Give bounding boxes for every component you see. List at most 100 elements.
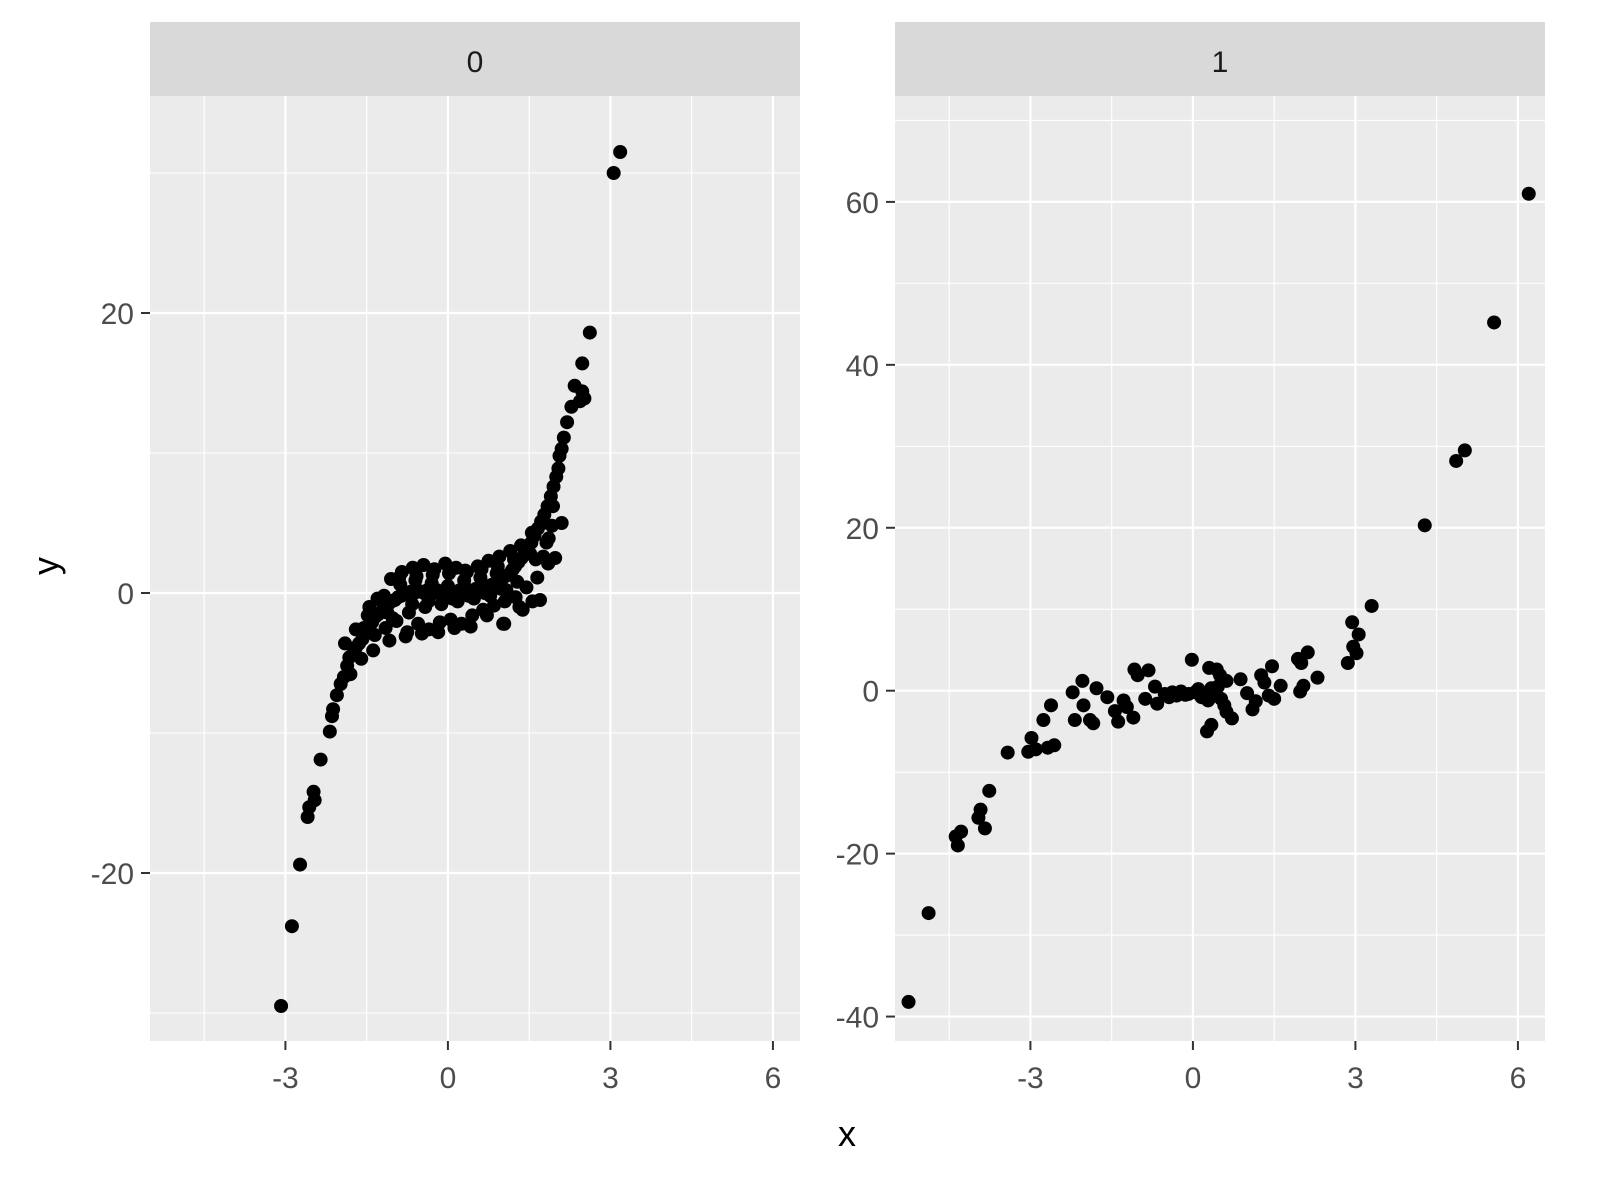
data-point <box>354 651 369 666</box>
data-point <box>431 625 446 640</box>
data-point <box>1449 453 1464 468</box>
y-tick-label: 60 <box>846 187 879 220</box>
data-point <box>1130 668 1145 683</box>
data-point <box>497 594 512 609</box>
data-point <box>1417 518 1432 533</box>
data-point <box>1067 713 1082 728</box>
data-points-0 <box>274 145 628 1013</box>
data-point <box>1257 675 1272 690</box>
data-point <box>556 430 571 445</box>
data-point <box>1346 639 1361 654</box>
data-point <box>536 549 551 564</box>
data-point <box>416 558 431 572</box>
data-point <box>1036 713 1051 728</box>
data-point <box>950 838 965 853</box>
data-point <box>1219 673 1234 688</box>
data-point <box>554 516 569 530</box>
facet-strip-label-0: 0 <box>467 46 484 79</box>
data-point <box>380 605 395 620</box>
data-point <box>1351 627 1366 642</box>
data-point <box>367 628 382 642</box>
data-point <box>577 391 592 406</box>
data-point <box>546 499 560 514</box>
data-point <box>921 906 936 921</box>
data-point <box>525 594 540 609</box>
data-point <box>442 566 456 581</box>
data-point <box>461 588 476 603</box>
y-axis-title: y <box>25 557 66 575</box>
data-point <box>548 551 563 565</box>
y-tick-label: 0 <box>117 578 134 611</box>
facet-panel-0: 0 -20 0 20 -3 0 3 6 <box>91 22 800 1095</box>
data-point <box>1075 673 1090 688</box>
data-point <box>497 616 512 631</box>
data-point <box>1076 698 1091 713</box>
data-point <box>1521 186 1536 201</box>
y-tick-label: -20 <box>836 839 879 872</box>
y-tick-label: 0 <box>862 676 879 709</box>
data-point <box>1294 656 1309 670</box>
data-point <box>494 581 508 596</box>
data-point <box>1248 694 1263 709</box>
y-tick-label: -40 <box>836 1002 879 1035</box>
data-point <box>1150 696 1165 711</box>
data-point <box>489 566 504 581</box>
data-point <box>348 622 363 637</box>
data-point <box>1111 714 1126 729</box>
data-point <box>1487 315 1502 330</box>
data-point <box>1138 691 1153 706</box>
data-point <box>421 594 436 609</box>
data-point <box>541 531 556 546</box>
data-point <box>300 810 315 824</box>
data-point <box>360 608 375 623</box>
x-tick-label: -3 <box>1017 1062 1044 1095</box>
data-point <box>1000 745 1015 760</box>
data-point <box>1148 679 1162 694</box>
data-point <box>343 667 358 682</box>
data-point <box>479 608 494 623</box>
data-point <box>408 573 423 588</box>
y-axis-1: -40 -20 0 20 40 60 <box>836 187 895 1035</box>
data-point <box>1086 716 1101 731</box>
data-point <box>1273 678 1288 693</box>
data-point <box>1107 704 1122 719</box>
data-point <box>378 621 393 635</box>
y-tick-label: -20 <box>91 858 134 891</box>
data-point <box>1044 698 1058 713</box>
data-point <box>510 574 525 589</box>
data-point <box>329 688 344 703</box>
x-tick-label: 0 <box>440 1062 457 1095</box>
data-point <box>515 602 530 617</box>
y-tick-label: 20 <box>101 298 134 331</box>
data-point <box>1265 659 1279 674</box>
x-axis-1: -3 0 3 6 <box>1017 1041 1526 1095</box>
data-point <box>1300 645 1315 660</box>
facet-panel-1: 1 -40 -20 0 20 40 60 -3 0 3 6 <box>836 22 1545 1095</box>
data-point <box>514 538 529 553</box>
x-tick-label: 6 <box>1510 1062 1527 1095</box>
y-tick-label: 40 <box>846 350 879 383</box>
data-point <box>274 999 289 1013</box>
data-point <box>414 626 429 641</box>
data-point <box>954 824 969 839</box>
data-point <box>1364 598 1379 613</box>
data-point <box>977 821 992 836</box>
data-point <box>1065 685 1080 700</box>
data-point <box>293 857 308 872</box>
data-point <box>1024 730 1039 745</box>
data-point <box>1296 678 1311 693</box>
data-point <box>382 633 397 648</box>
data-point <box>424 576 439 591</box>
data-point <box>1100 690 1115 705</box>
data-point <box>366 643 381 658</box>
x-tick-label: 6 <box>765 1062 782 1095</box>
data-point <box>457 573 472 588</box>
data-point <box>1457 443 1472 458</box>
data-points-1 <box>901 186 1536 1009</box>
data-point <box>463 619 478 634</box>
data-point <box>1345 615 1360 630</box>
data-point <box>560 415 575 430</box>
data-point <box>582 325 597 340</box>
data-point <box>370 591 385 606</box>
data-point <box>326 702 341 717</box>
